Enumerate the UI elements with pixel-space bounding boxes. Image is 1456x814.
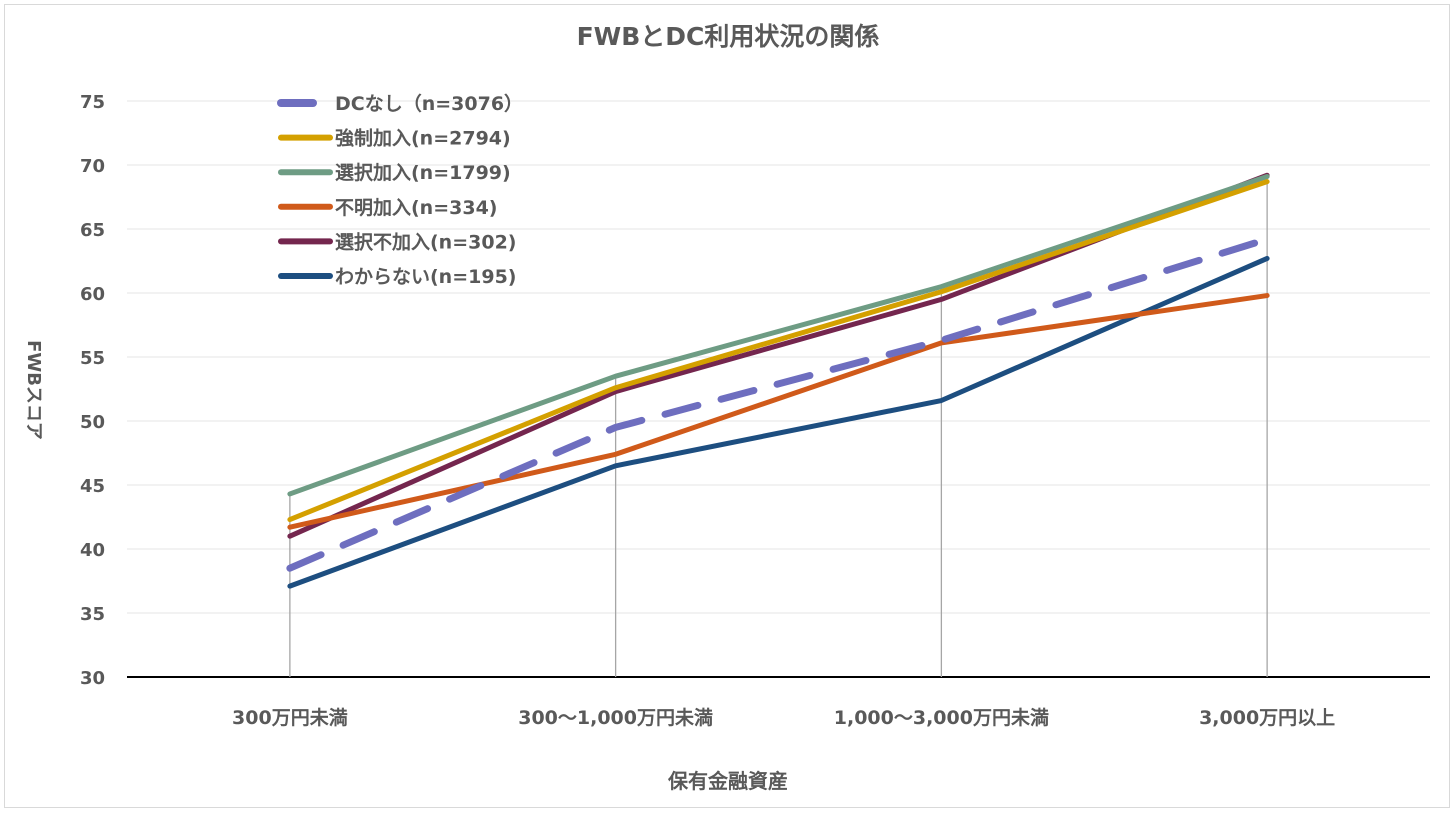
- series-line: [286, 235, 1271, 572]
- legend-label: 不明加入(n=334): [335, 197, 497, 219]
- legend-label: 選択不加入(n=302): [335, 231, 516, 253]
- y-tick-label: 30: [80, 668, 105, 689]
- x-tick-label: 300万円未満: [232, 706, 348, 729]
- y-tick-label: 75: [80, 92, 105, 113]
- y-axis-label: FWBスコア: [23, 340, 44, 440]
- legend-label: DCなし（n=3076）: [335, 92, 523, 115]
- series-line: [287, 179, 1270, 523]
- y-tick-label: 55: [80, 348, 105, 369]
- x-tick-label: 1,000～3,000万円未満: [834, 706, 1049, 729]
- y-tick-label: 65: [80, 220, 105, 241]
- legend-label: 強制加入(n=2794): [335, 127, 511, 150]
- x-tick-label: 3,000万円以上: [1199, 707, 1335, 729]
- x-tick-label: 300～1,000万円未満: [518, 706, 713, 729]
- legend-label: わからない(n=195): [335, 266, 516, 288]
- y-tick-label: 60: [80, 284, 105, 305]
- y-tick-label: 45: [80, 476, 105, 497]
- y-tick-label: 50: [80, 412, 105, 433]
- series-line: [287, 174, 1270, 497]
- y-tick-label: 70: [80, 156, 105, 177]
- series-line: [287, 255, 1270, 589]
- y-tick-label: 40: [80, 540, 105, 561]
- y-tick-label: 35: [80, 604, 105, 625]
- chart-title: FWBとDC利用状況の関係: [577, 22, 880, 51]
- chart-border: [4, 4, 1450, 808]
- x-axis-label: 保有金融資産: [667, 769, 788, 793]
- series-line: [287, 293, 1270, 530]
- legend-label: 選択加入(n=1799): [335, 162, 511, 184]
